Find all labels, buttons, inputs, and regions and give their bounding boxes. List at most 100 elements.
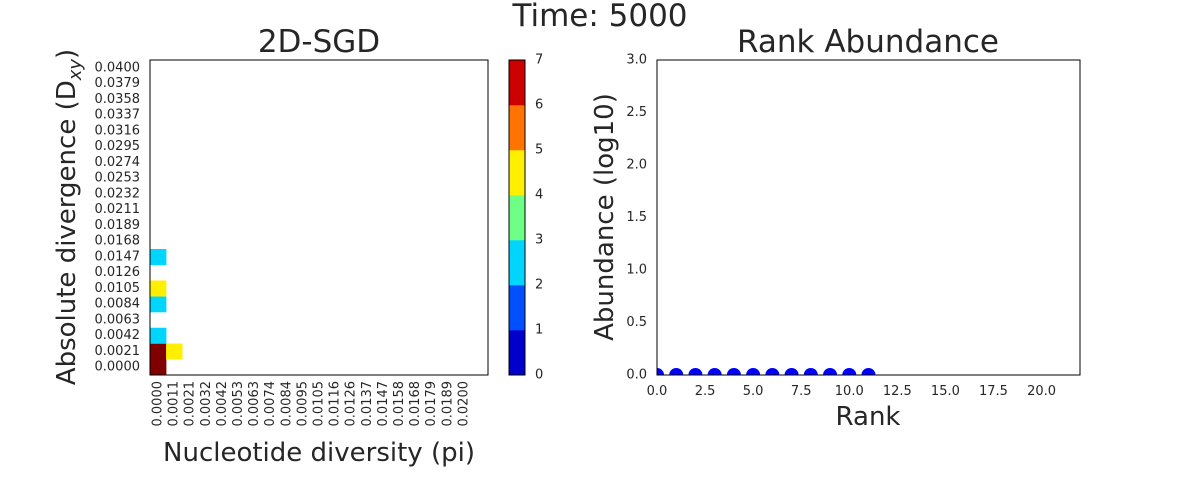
heatmap-y-tick-label: 0.0379 — [95, 76, 141, 91]
heatmap-y-tick-label: 0.0400 — [95, 60, 141, 75]
rank-point — [657, 368, 664, 375]
heatmap-y-tick-label: 0.0211 — [95, 202, 141, 217]
rank-x-tick-label: 0.0 — [647, 384, 668, 399]
heatmap-x-tick-label: 0.0179 — [424, 381, 439, 427]
heatmap-x-tick-label: 0.0011 — [167, 381, 182, 427]
rank-y-tick-label: 2.5 — [626, 105, 647, 120]
heatmap-y-tick-label: 0.0126 — [95, 265, 141, 280]
heatmap-ylabel-main: Absolute divergence (D — [52, 80, 82, 385]
heatmap-x-tick-label: 0.0200 — [456, 381, 471, 427]
colorbar-band — [509, 105, 525, 151]
rank-point — [765, 368, 780, 375]
heatmap-x-tick-label: 0.0042 — [215, 381, 230, 427]
heatmap-x-tick-label: 0.0116 — [328, 381, 343, 427]
colorbar-ticks: 0 1 2 3 4 5 6 7 — [535, 53, 543, 383]
rank-x-tick-label: 12.5 — [883, 384, 912, 399]
colorbar-band — [509, 60, 525, 106]
colorbar-band — [509, 330, 525, 376]
heatmap-y-tick-label: 0.0274 — [95, 155, 141, 170]
heatmap-x-tick-label: 0.0147 — [376, 381, 391, 427]
heatmap-cell — [166, 343, 183, 360]
heatmap-cells — [150, 249, 183, 376]
rank-point — [784, 368, 799, 375]
heatmap-y-tick-label: 0.0168 — [95, 234, 141, 249]
heatmap-x-tick-label: 0.0095 — [295, 381, 310, 427]
colorbar-band — [509, 150, 525, 196]
rank-y-tick-label: 1.5 — [626, 210, 647, 225]
heatmap-ylabel: Absolute divergence (Dxy) — [52, 49, 86, 385]
heatmap-x-tick-label: 0.0168 — [408, 381, 423, 427]
rank-x-tick-label: 17.5 — [979, 384, 1008, 399]
heatmap-cell — [150, 280, 167, 297]
heatmap-title: 2D-SGD — [258, 24, 380, 60]
heatmap-frame — [149, 59, 489, 376]
heatmap-ylabel-close: ) — [52, 49, 82, 59]
rank-x-ticks: 0.0 2.5 5.0 7.5 10.0 12.5 15.0 17.5 20.0 — [647, 384, 1056, 399]
rank-y-tick-label: 1.0 — [626, 263, 647, 278]
colorbar-tick-label: 5 — [535, 143, 543, 158]
rank-point — [726, 368, 741, 375]
colorbar-tick-label: 7 — [535, 53, 543, 68]
rank-points — [657, 368, 876, 375]
heatmap-y-tick-label: 0.0232 — [95, 186, 141, 201]
rank-panel: Rank Abundance 0.0 2.5 5.0 7.5 10.0 12.5 15.0 1… — [590, 24, 1081, 432]
colorbar-tick-label: 1 — [535, 323, 543, 338]
rank-xlabel: Rank — [836, 402, 901, 432]
colorbar-frame — [508, 59, 526, 376]
heatmap-y-ticks: 0.00000.00210.00420.00630.00840.01050.01… — [95, 60, 141, 374]
rank-point — [861, 368, 876, 375]
colorbar-band — [509, 240, 525, 286]
heatmap-cell — [150, 343, 167, 360]
heatmap-cell — [150, 327, 167, 344]
colorbar-tick-label: 0 — [535, 368, 543, 383]
rank-ylabel: Abundance (log10) — [590, 93, 620, 341]
heatmap-x-tick-label: 0.0084 — [279, 381, 294, 427]
heatmap-panel: 2D-SGD 0.0000 0.0011 0.0021 0.0032 0.0042 0.0… — [52, 24, 489, 468]
heatmap-y-tick-label: 0.0316 — [95, 123, 141, 138]
heatmap-y-tick-label: 0.0063 — [95, 312, 141, 327]
colorbar-tick-label: 4 — [535, 188, 543, 203]
rank-y-tick-label: 0.5 — [626, 315, 647, 330]
heatmap-y-tick-label: 0.0042 — [95, 328, 141, 343]
heatmap-x-tick-label: 0.0032 — [199, 381, 214, 427]
colorbar-band — [509, 195, 525, 241]
heatmap-y-tick-label: 0.0147 — [95, 249, 141, 264]
heatmap-y-tick-label: 0.0189 — [95, 218, 141, 233]
heatmap-y-tick-label: 0.0084 — [95, 297, 141, 312]
rank-x-tick-label: 7.5 — [791, 384, 812, 399]
heatmap-x-tick-label: 0.0126 — [344, 381, 359, 427]
heatmap-x-tick-label: 0.0105 — [312, 381, 327, 427]
heatmap-y-tick-label: 0.0253 — [95, 171, 141, 186]
rank-point — [823, 368, 838, 375]
figure-suptitle: Time: 5000 — [511, 0, 687, 34]
heatmap-x-tick-label: 0.0074 — [263, 381, 278, 427]
heatmap-y-tick-label: 0.0358 — [95, 92, 141, 107]
rank-x-tick-label: 2.5 — [695, 384, 716, 399]
heatmap-x-tick-label: 0.0053 — [231, 381, 246, 427]
rank-y-tick-label: 2.0 — [626, 158, 647, 173]
rank-point — [707, 368, 722, 375]
rank-y-ticks: 0.0 0.5 1.0 1.5 2.0 2.5 3.0 — [626, 53, 647, 383]
heatmap-x-tick-label: 0.0158 — [392, 381, 407, 427]
rank-y-tick-label: 0.0 — [626, 368, 647, 383]
rank-x-tick-label: 20.0 — [1027, 384, 1056, 399]
heatmap-cell — [150, 359, 167, 376]
heatmap-x-tick-label: 0.0189 — [440, 381, 455, 427]
heatmap-y-tick-label: 0.0000 — [95, 360, 141, 375]
rank-x-tick-label: 15.0 — [931, 384, 960, 399]
heatmap-cell — [150, 249, 167, 266]
colorbar-tick-label: 6 — [535, 98, 543, 113]
rank-point — [669, 368, 684, 375]
rank-point — [746, 368, 761, 375]
heatmap-y-tick-label: 0.0021 — [95, 344, 141, 359]
rank-point — [842, 368, 857, 375]
heatmap-x-ticks: 0.0000 0.0011 0.0021 0.0032 0.0042 0.0053 0.00… — [151, 381, 472, 427]
heatmap-x-tick-label: 0.0063 — [247, 381, 262, 427]
rank-point — [688, 368, 703, 375]
colorbar-tick-label: 2 — [535, 278, 543, 293]
colorbar-bands — [509, 60, 525, 376]
colorbar-band — [509, 285, 525, 331]
rank-title: Rank Abundance — [737, 24, 999, 60]
rank-x-tick-label: 10.0 — [835, 384, 864, 399]
